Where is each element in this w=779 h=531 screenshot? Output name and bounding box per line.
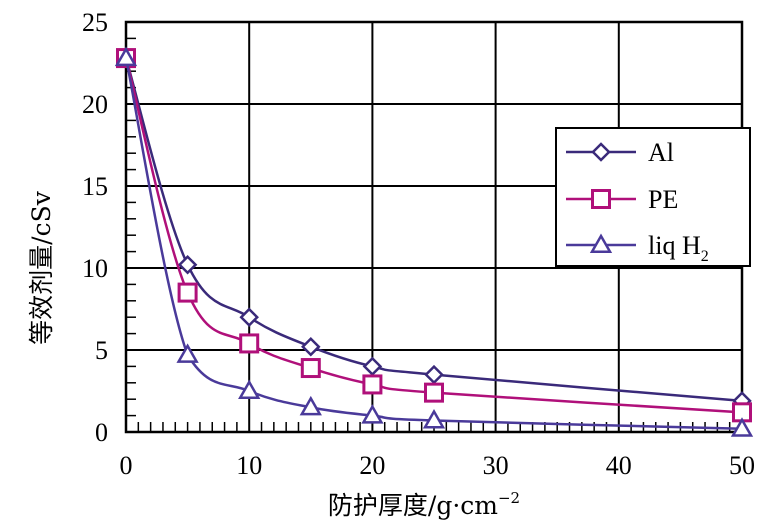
legend-marker-al [591, 142, 611, 162]
legend-label-liq-h2-text: liq H [648, 231, 701, 260]
y-tick-label: 20 [82, 90, 108, 119]
data-point-pe [424, 382, 444, 403]
legend-marker-pe [591, 189, 611, 209]
data-point-liq-h2 [361, 404, 384, 424]
y-tick-label: 15 [82, 172, 108, 201]
x-axis-title: 防护厚度/g·cm−2 [328, 489, 520, 520]
data-point-al [239, 307, 259, 327]
data-point-liq-h2 [422, 409, 446, 429]
data-point-pe [300, 358, 321, 379]
x-tick-label: 40 [606, 451, 632, 480]
y-tick-label: 25 [82, 8, 108, 37]
x-axis-title-text: 防护厚度/g·cm [328, 491, 498, 520]
data-point-al [301, 336, 321, 357]
y-axis-title: 等效剂量/cSv [27, 190, 56, 345]
legend: Al PE liq H2 [555, 127, 751, 267]
x-tick-label: 30 [483, 451, 509, 480]
grid-lines [126, 22, 742, 432]
y-tick-label: 10 [82, 254, 108, 283]
x-tick-label: 50 [729, 451, 755, 480]
data-point-al [362, 356, 383, 377]
series-line-al [124, 57, 743, 403]
data-point-liq-h2 [730, 417, 754, 437]
y-tick-label: 5 [95, 336, 108, 365]
series-layer [114, 46, 754, 437]
legend-marker-liq-h2 [589, 233, 613, 253]
data-point-liq-h2 [238, 379, 261, 399]
x-axis-title-superscript: −2 [498, 489, 520, 507]
data-point-liq-h2 [176, 343, 199, 363]
tick-labels: 0 10 20 30 40 50 0 5 10 15 20 25 [82, 8, 755, 480]
x-tick-label: 0 [120, 451, 133, 480]
data-point-pe [177, 282, 198, 303]
data-point-liq-h2 [114, 46, 138, 67]
data-point-liq-h2 [299, 395, 322, 416]
legend-label-al: Al [648, 138, 674, 167]
legend-label-pe: PE [648, 185, 678, 214]
y-tick-label: 0 [95, 418, 108, 447]
x-tick-label: 20 [359, 451, 385, 480]
x-tick-label: 10 [236, 451, 262, 480]
legend-markers [589, 142, 613, 253]
data-point-pe [239, 333, 260, 354]
data-point-al [424, 364, 444, 385]
data-point-al [177, 254, 198, 275]
data-point-pe [362, 374, 383, 395]
legend-label-liq-h2: liq H2 [648, 231, 709, 265]
legend-label-liq-h2-subscript: 2 [701, 248, 709, 265]
